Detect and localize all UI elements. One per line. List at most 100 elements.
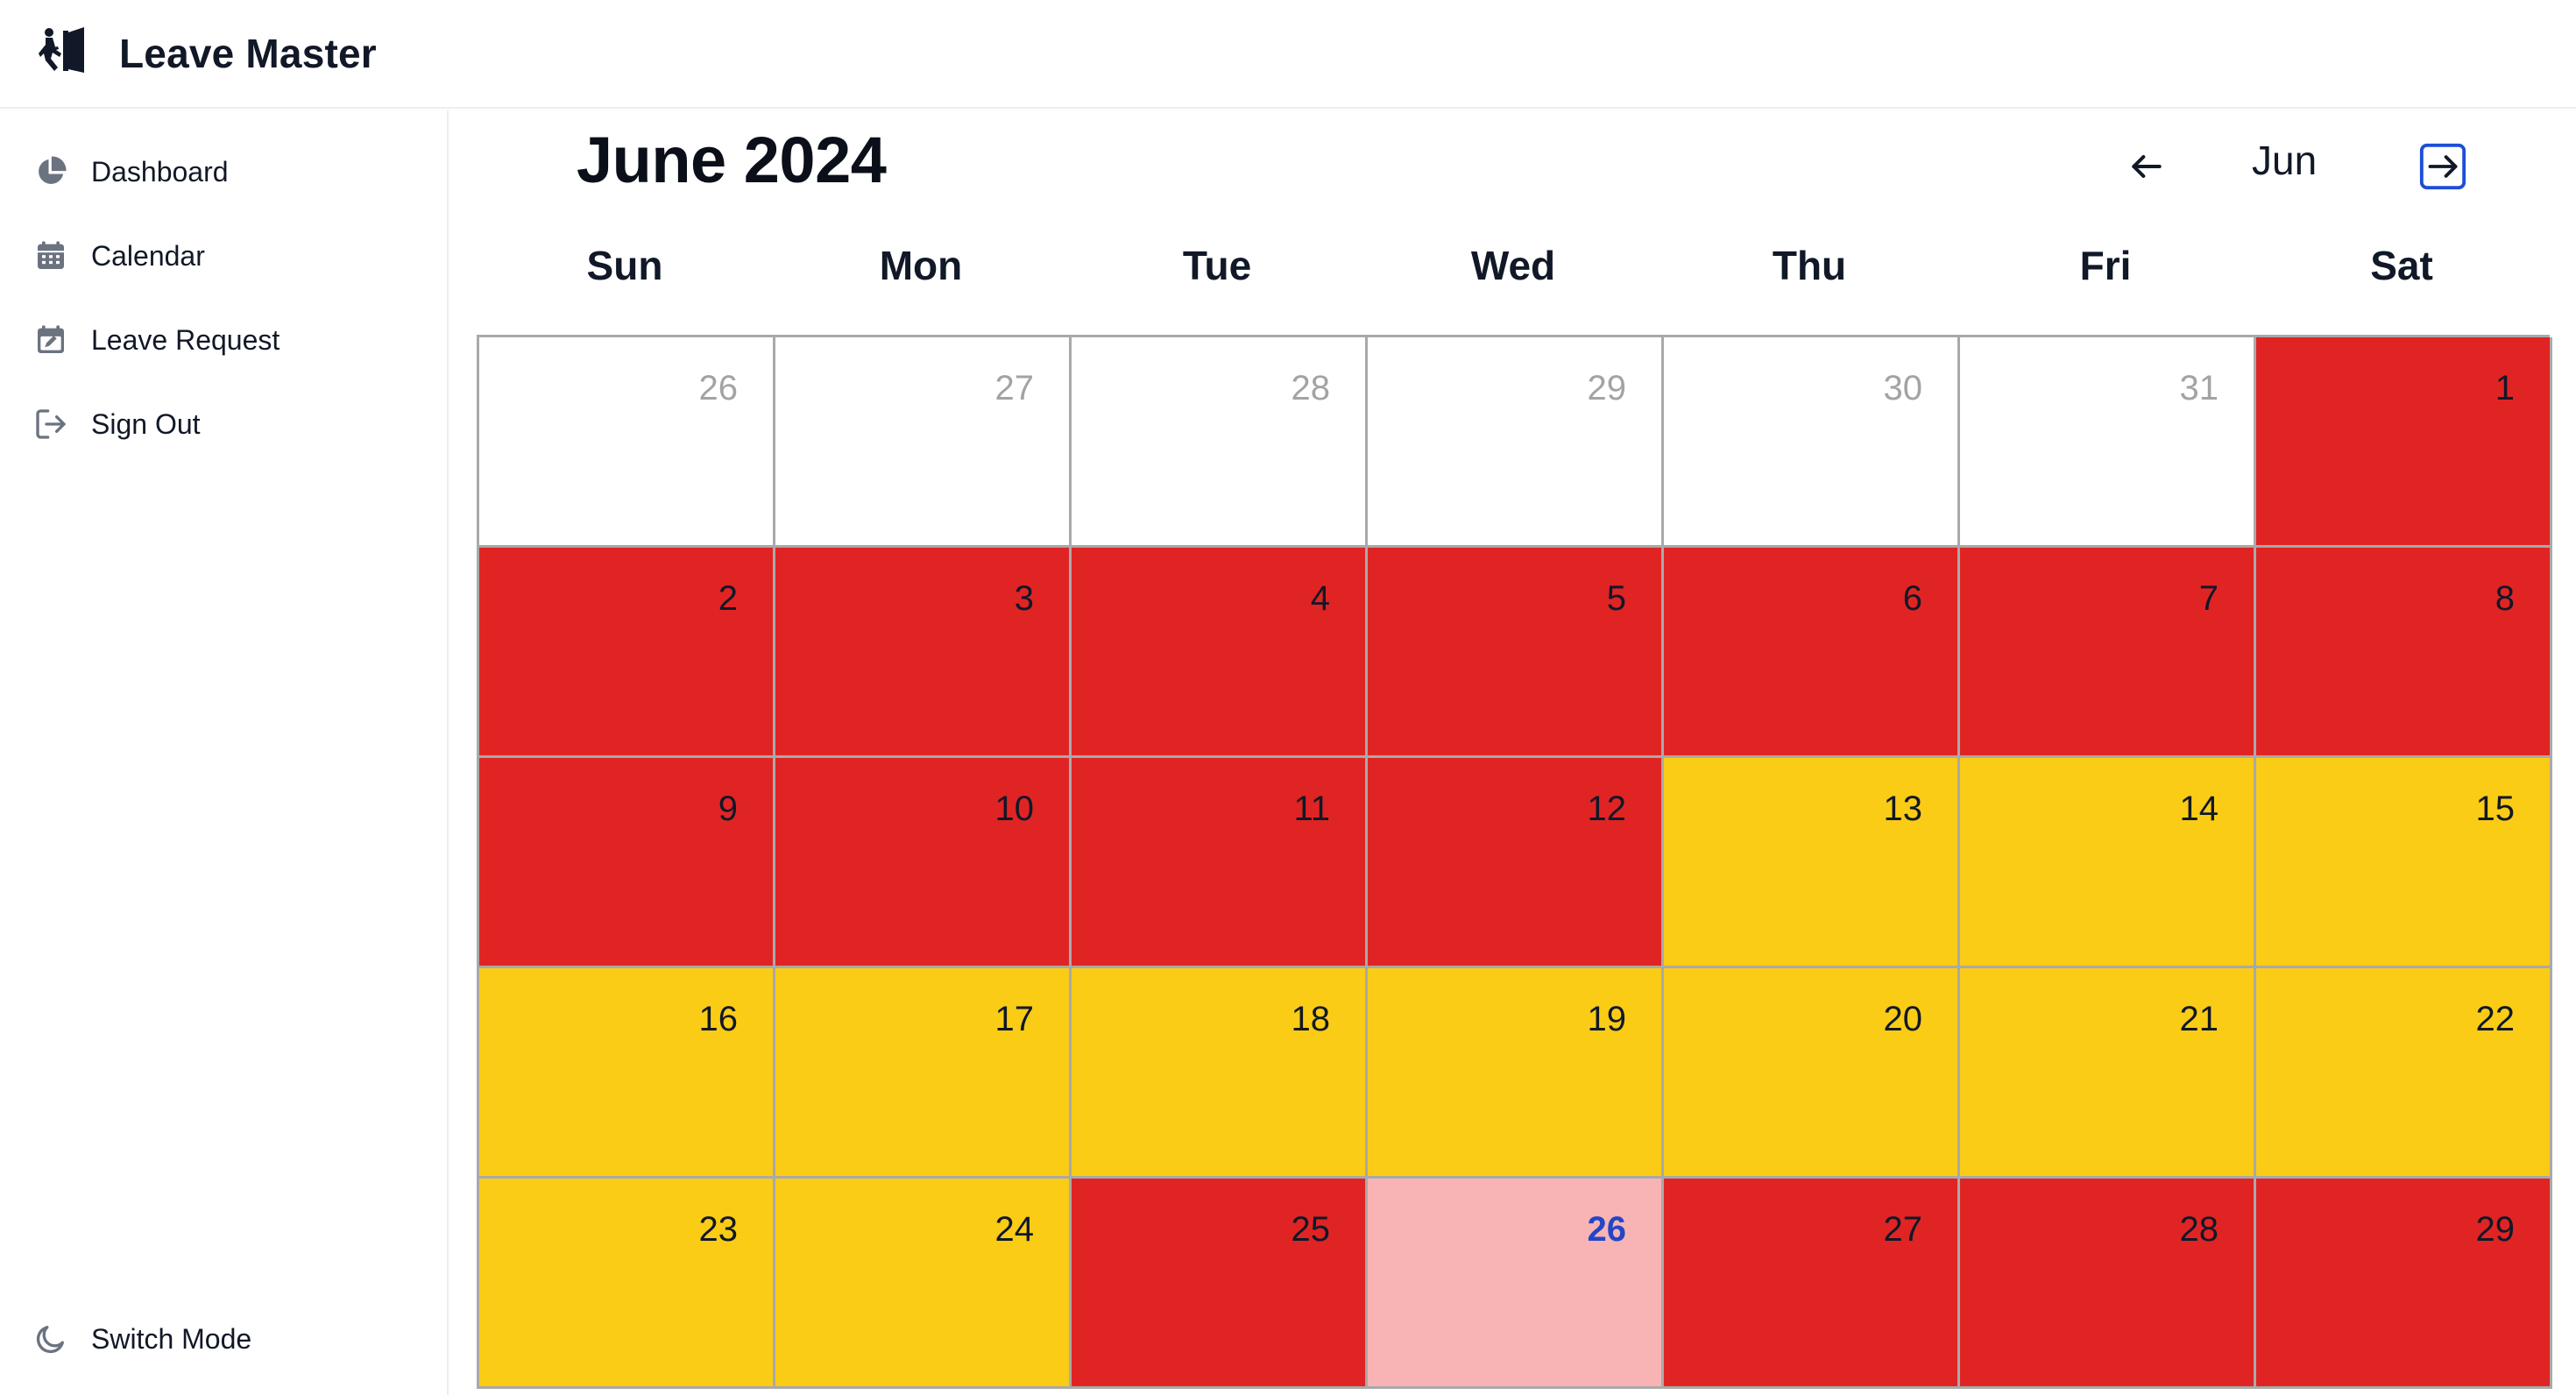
calendar-day-cell[interactable]: 4 [1072, 548, 1368, 758]
day-number: 13 [1883, 790, 1923, 828]
day-number: 23 [698, 1210, 739, 1249]
day-number: 19 [1587, 1000, 1627, 1038]
calendar-day-cell[interactable]: 20 [1664, 968, 1960, 1179]
calendar-grid: 26 27 28 29 30 31 1 2 3 4 5 6 7 8 9 10 11 12 13 14 15 16 17 18 1… [477, 335, 2552, 1389]
weekday-fri: Fri [2079, 243, 2132, 288]
day-number: 26 [698, 369, 739, 407]
sidebar-item-label: Calendar [91, 239, 205, 272]
calendar-day-cell[interactable]: 13 [1664, 758, 1960, 968]
day-number: 8 [2495, 579, 2515, 618]
calendar-day-cell[interactable]: 28 [1072, 337, 1368, 548]
day-number: 16 [698, 1000, 739, 1038]
app-title: Leave Master [119, 31, 377, 76]
day-number: 25 [1291, 1210, 1331, 1249]
sidebar-item-calendar[interactable]: Calendar [33, 231, 205, 280]
calendar-day-cell[interactable]: 26 [479, 337, 775, 548]
calendar-day-cell[interactable]: 12 [1368, 758, 1664, 968]
calendar-day-cell[interactable]: 14 [1960, 758, 2256, 968]
person-exit-door-icon [39, 27, 84, 73]
switch-mode-label: Switch Mode [91, 1322, 252, 1355]
sidebar-item-leave-request[interactable]: Leave Request [33, 315, 280, 365]
day-number: 12 [1587, 790, 1627, 828]
day-number: 24 [994, 1210, 1035, 1249]
calendar-day-cell[interactable]: 2 [479, 548, 775, 758]
day-number: 22 [2475, 1000, 2516, 1038]
current-month-label: Jun [2252, 138, 2318, 183]
calendar-day-cell[interactable]: 27 [1664, 1179, 1960, 1389]
weekday-tue: Tue [1182, 243, 1252, 288]
weekday-header-row: Sun Mon Tue Wed Thu Fri Sat [477, 242, 2550, 303]
day-number: 29 [2475, 1210, 2516, 1249]
weekday-sun: Sun [586, 243, 663, 288]
day-number: 29 [1587, 369, 1627, 407]
calendar-day-cell[interactable]: 21 [1960, 968, 2256, 1179]
weekday-thu: Thu [1772, 243, 1847, 288]
top-header: Leave Master [0, 0, 2576, 109]
day-number: 14 [2179, 790, 2219, 828]
day-number: 5 [1606, 579, 1626, 618]
calendar-day-cell[interactable]: 30 [1664, 337, 1960, 548]
calendar-day-cell[interactable]: 27 [775, 337, 1072, 548]
calendar-day-cell[interactable]: 5 [1368, 548, 1664, 758]
arrow-right-square-icon [2419, 143, 2466, 190]
next-month-button[interactable] [2410, 133, 2476, 200]
calendar-day-cell[interactable]: 9 [479, 758, 775, 968]
calendar-day-cell-today[interactable]: 26 [1368, 1179, 1664, 1389]
calendar-day-cell[interactable]: 29 [2256, 1179, 2552, 1389]
calendar-edit-icon [38, 325, 64, 353]
day-number: 21 [2179, 1000, 2219, 1038]
calendar-day-cell[interactable]: 25 [1072, 1179, 1368, 1389]
day-number: 28 [2179, 1210, 2219, 1249]
calendar-day-cell[interactable]: 19 [1368, 968, 1664, 1179]
day-number: 15 [2475, 790, 2516, 828]
calendar-day-cell[interactable]: 15 [2256, 758, 2552, 968]
calendar-month-title: June 2024 [577, 124, 887, 196]
sidebar-item-label: Dashboard [91, 155, 229, 188]
calendar-day-cell[interactable]: 16 [479, 968, 775, 1179]
calendar-day-cell[interactable]: 10 [775, 758, 1072, 968]
calendar-icon [38, 241, 64, 269]
calendar-day-cell[interactable]: 17 [775, 968, 1072, 1179]
calendar-day-cell[interactable]: 23 [479, 1179, 775, 1389]
arrow-left-icon [2132, 154, 2162, 179]
calendar-day-cell[interactable]: 7 [1960, 548, 2256, 758]
day-number: 26 [1587, 1210, 1627, 1249]
day-number: 27 [1883, 1210, 1923, 1249]
sign-out-icon [36, 409, 66, 439]
moon-icon [36, 1326, 65, 1354]
sidebar-item-dashboard[interactable]: Dashboard [33, 147, 229, 196]
day-number: 2 [718, 579, 738, 618]
day-number: 10 [994, 790, 1035, 828]
switch-mode-button[interactable]: Switch Mode [33, 1314, 251, 1363]
day-number: 30 [1883, 369, 1923, 407]
sidebar: Dashboard Calendar Leave Re [0, 110, 449, 1395]
pie-chart-icon [39, 156, 67, 184]
weekday-sat: Sat [2370, 243, 2433, 288]
prev-month-button[interactable] [2115, 135, 2178, 198]
day-number: 4 [1310, 579, 1330, 618]
day-number: 7 [2198, 579, 2219, 618]
day-number: 11 [1293, 790, 1330, 828]
calendar-day-cell[interactable]: 28 [1960, 1179, 2256, 1389]
calendar-day-cell[interactable]: 29 [1368, 337, 1664, 548]
sidebar-item-label: Sign Out [91, 407, 201, 440]
calendar-day-cell[interactable]: 24 [775, 1179, 1072, 1389]
calendar-day-cell[interactable]: 22 [2256, 968, 2552, 1179]
day-number: 28 [1291, 369, 1331, 407]
calendar-day-cell[interactable]: 18 [1072, 968, 1368, 1179]
calendar-day-cell[interactable]: 3 [775, 548, 1072, 758]
calendar-day-cell[interactable]: 6 [1664, 548, 1960, 758]
day-number: 27 [994, 369, 1035, 407]
sidebar-item-label: Leave Request [91, 323, 280, 356]
sidebar-item-sign-out[interactable]: Sign Out [33, 400, 201, 449]
day-number: 17 [994, 1000, 1035, 1038]
day-number: 31 [2179, 369, 2219, 407]
weekday-wed: Wed [1470, 243, 1556, 288]
day-number: 9 [718, 790, 738, 828]
day-number: 6 [1902, 579, 1922, 618]
calendar-day-cell[interactable]: 31 [1960, 337, 2256, 548]
calendar-day-cell[interactable]: 8 [2256, 548, 2552, 758]
calendar-day-cell[interactable]: 1 [2256, 337, 2552, 548]
calendar-day-cell[interactable]: 11 [1072, 758, 1368, 968]
calendar-main: June 2024 Jun Sun Mon Tue Wed Thu Fri Sat 26 27… [450, 110, 2576, 1395]
